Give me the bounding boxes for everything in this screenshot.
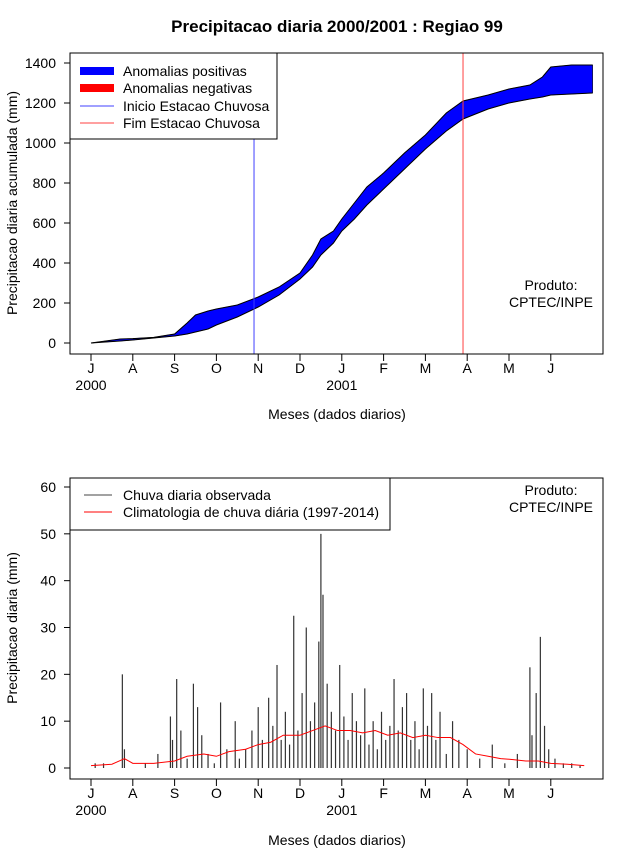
t-month-label: F [379,360,388,376]
t-year-label: 2000 [75,377,106,393]
t-month-label: J [338,360,345,376]
b-month-label: A [128,785,138,801]
daily-bar-marks [94,533,581,768]
bottom-legend: Chuva diaria observada Climatologia de c… [69,477,391,531]
t-month-label: S [170,360,179,376]
b-month-label: M [420,785,432,801]
b-month-label: J [547,785,554,801]
legend-observed-rain: Chuva diaria observada [123,487,271,503]
top-y-axis: 0 200 400 600 800 1000 1200 1400 [25,55,71,351]
b-month-label: F [379,785,388,801]
bottom-product-label-1: Produto: [525,482,578,498]
observed-cumulative-line [90,64,593,344]
t-y-tick-label: 0 [48,335,56,351]
t-y-tick-label: 200 [33,295,57,311]
b-y-tick-label: 0 [48,760,56,776]
t-month-label: A [128,360,138,376]
legend-climatology: Climatologia de chuva diária (1997-2014) [123,504,379,520]
b-month-label: A [463,785,473,801]
b-month-label: N [253,785,263,801]
bottom-x-axis-label: Meses (dados diarios) [268,832,406,848]
t-month-label: M [503,360,515,376]
b-month-label: O [211,785,222,801]
b-month-label: D [295,785,305,801]
climatology-line-marks [90,725,585,767]
t-month-label: M [420,360,432,376]
legend-positive-anomalies: Anomalias positivas [123,63,247,79]
b-month-label: J [88,785,95,801]
b-year-label: 2000 [75,802,106,818]
legend-negative-anomalies: Anomalias negativas [123,80,252,96]
t-y-tick-label: 600 [33,215,57,231]
t-year-label: 2001 [326,377,357,393]
top-y-axis-label: Precipitacao diaria acumulada (mm) [4,91,20,315]
t-month-label: J [547,360,554,376]
top-product-label-2: CPTEC/INPE [509,294,593,310]
bottom-y-axis: 0 10 20 30 40 50 60 [40,479,71,776]
top-product-label-1: Produto: [525,277,578,293]
t-month-label: D [295,360,305,376]
t-y-tick-label: 1400 [25,55,56,71]
t-month-label: A [463,360,473,376]
b-y-tick-label: 20 [40,666,56,682]
t-y-tick-label: 400 [33,255,57,271]
legend-rain-end: Fim Estacao Chuvosa [123,115,260,131]
climatology-daily-line [90,725,585,767]
b-y-tick-label: 30 [40,620,56,636]
top-x-axis-label: Meses (dados diarios) [268,406,406,422]
b-y-tick-label: 40 [40,573,56,589]
bottom-legend-box [69,477,391,531]
t-month-label: O [211,360,222,376]
chart-title: Precipitacao diaria 2000/2001 : Regiao 9… [171,17,503,36]
b-month-label: S [170,785,179,801]
legend-rain-start: Inicio Estacao Chuvosa [123,98,270,114]
b-month-label: J [338,785,345,801]
b-y-tick-label: 10 [40,713,56,729]
b-year-label: 2001 [326,802,357,818]
t-y-tick-label: 1200 [25,95,56,111]
cumulative-precipitation-chart: Precipitacao diaria 2000/2001 : Regiao 9… [4,17,604,422]
t-month-label: J [88,360,95,376]
t-y-tick-label: 800 [33,175,57,191]
climatology-cumulative-line [90,92,593,344]
b-y-tick-label: 60 [40,479,56,495]
b-y-tick-label: 50 [40,526,56,542]
cumulative-area-marks [90,64,593,344]
bottom-y-axis-label: Precipitacao diaria (mm) [4,552,20,704]
t-y-tick-label: 1000 [25,135,56,151]
top-legend: Anomalias positivas Anomalias negativas … [69,52,278,140]
b-month-label: M [503,785,515,801]
t-month-label: N [253,360,263,376]
bottom-product-label-2: CPTEC/INPE [509,499,593,515]
